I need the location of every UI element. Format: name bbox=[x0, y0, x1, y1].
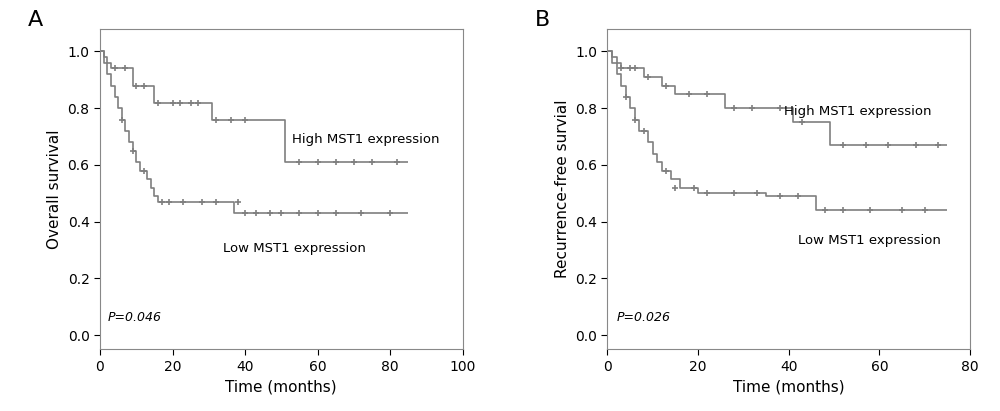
Y-axis label: Recurrence-free survial: Recurrence-free survial bbox=[555, 100, 570, 278]
X-axis label: Time (months): Time (months) bbox=[733, 379, 845, 394]
Text: High MST1 expression: High MST1 expression bbox=[292, 133, 440, 146]
Text: Low MST1 expression: Low MST1 expression bbox=[223, 242, 366, 255]
Text: Low MST1 expression: Low MST1 expression bbox=[798, 233, 941, 247]
X-axis label: Time (months): Time (months) bbox=[225, 379, 337, 394]
Text: B: B bbox=[535, 9, 550, 30]
Text: High MST1 expression: High MST1 expression bbox=[784, 104, 932, 118]
Text: A: A bbox=[28, 9, 43, 30]
Text: P=0.046: P=0.046 bbox=[107, 311, 161, 324]
Y-axis label: Overall survival: Overall survival bbox=[47, 129, 62, 249]
Text: P=0.026: P=0.026 bbox=[617, 311, 671, 324]
